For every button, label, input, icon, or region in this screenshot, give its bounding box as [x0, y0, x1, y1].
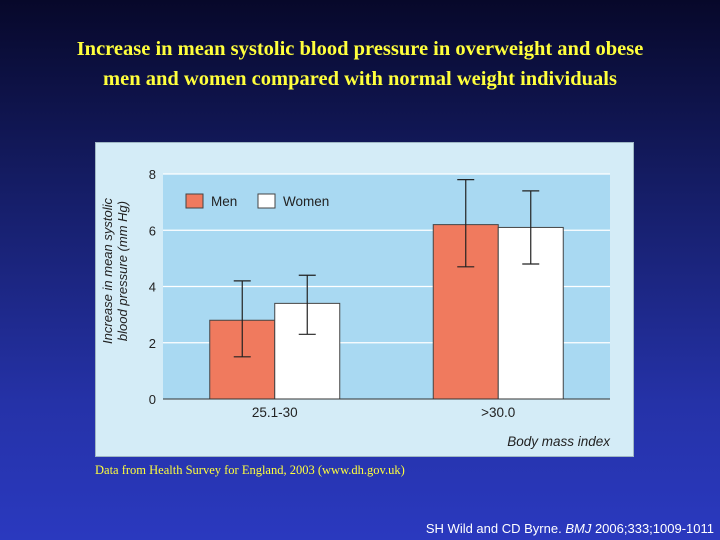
y-tick-label-1: 2 — [149, 336, 156, 351]
x-tick-label-0: 25.1-30 — [252, 405, 298, 420]
x-axis-label: Body mass index — [507, 434, 611, 449]
y-tick-label-4: 8 — [149, 167, 156, 182]
legend-label-women: Women — [283, 194, 329, 209]
title-line-1: Increase in mean systolic blood pressure… — [76, 38, 644, 60]
citation-ref: 2006;333;1009-1011 — [594, 521, 714, 536]
y-tick-label-2: 4 — [149, 280, 156, 295]
x-tick-label-1: >30.0 — [481, 405, 515, 420]
legend-label-men: Men — [211, 194, 237, 209]
bar-chart: Increase in mean systolic blood pressure… — [100, 167, 611, 449]
citation-journal: BMJ — [565, 521, 592, 536]
slide-title: Increase in mean systolic blood pressure… — [0, 34, 720, 94]
y-axis-label-line-2: blood pressure (mm Hg) — [115, 201, 130, 341]
legend-swatch-women — [257, 193, 276, 209]
citation: SH Wild and CD Byrne. BMJ 2006;333;1009-… — [426, 521, 714, 536]
error-bars — [233, 179, 540, 358]
axes: Increase in mean systolic blood pressure… — [100, 167, 611, 449]
source-note: Data from Health Survey for England, 200… — [95, 463, 405, 477]
chart-panel: Increase in mean systolic blood pressure… — [95, 142, 634, 457]
y-axis-label-line-1: Increase in mean systolic — [100, 198, 115, 344]
citation-authors: SH Wild and CD Byrne. — [425, 521, 562, 536]
legend-swatch-men — [185, 193, 204, 209]
y-tick-label-0: 0 — [149, 392, 156, 407]
title-line-2: men and women compared with normal weigh… — [103, 68, 617, 90]
legend: Men Women — [185, 193, 329, 209]
y-tick-label-3: 6 — [149, 223, 156, 238]
